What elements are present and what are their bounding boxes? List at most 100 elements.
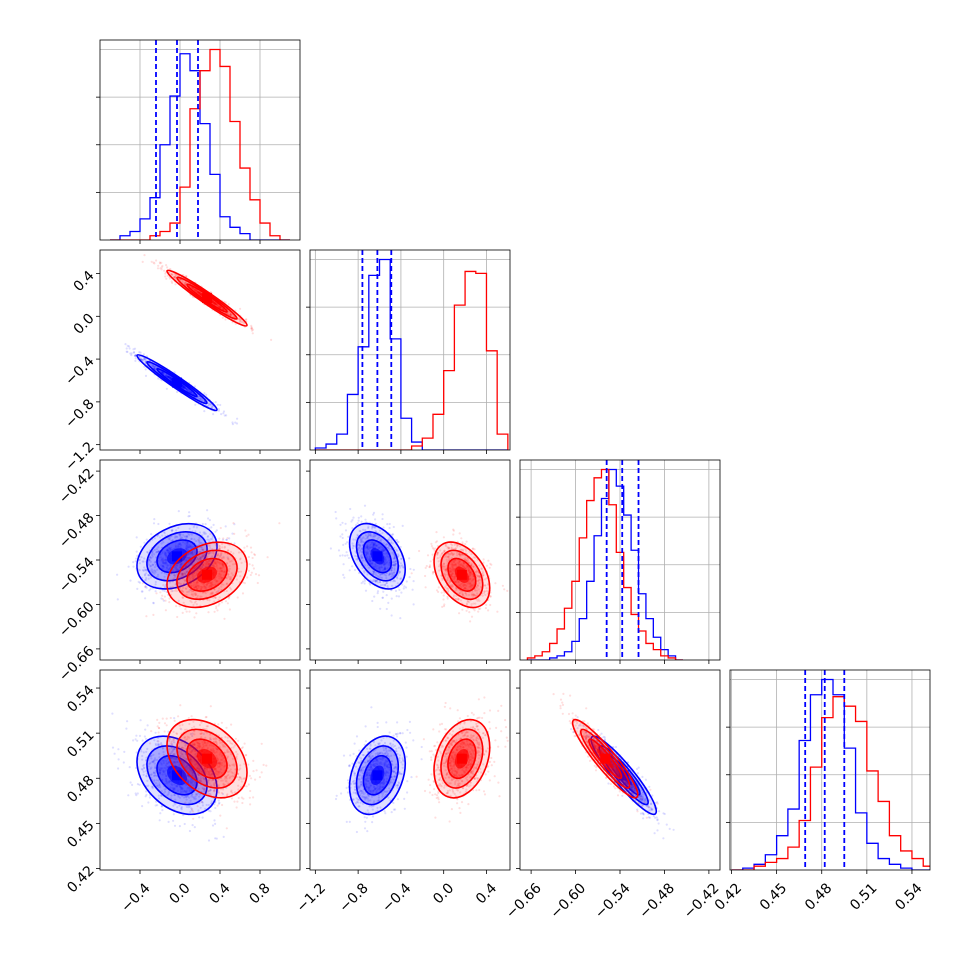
sample-point-blue xyxy=(381,596,384,599)
sample-point-blue xyxy=(147,801,150,804)
sample-point-red xyxy=(451,585,454,588)
sample-point-red xyxy=(215,607,218,610)
sample-point-red xyxy=(470,572,473,575)
sample-point-red xyxy=(227,575,230,578)
sample-point-blue xyxy=(165,374,168,377)
sample-point-blue xyxy=(155,551,158,554)
sample-point-blue xyxy=(400,557,403,561)
sample-point-blue xyxy=(185,570,188,573)
sample-point-red xyxy=(182,596,185,599)
sample-point-blue xyxy=(182,574,185,577)
sample-point-blue xyxy=(163,562,166,565)
sample-point-blue xyxy=(161,371,164,374)
sample-point-red xyxy=(228,576,231,579)
sample-point-blue xyxy=(136,554,139,558)
sample-point-blue xyxy=(201,566,204,569)
sample-point-red xyxy=(181,572,185,575)
sample-point-blue xyxy=(148,556,152,559)
sample-point-red xyxy=(448,557,451,560)
sample-point-red xyxy=(489,595,492,598)
sample-point-blue xyxy=(182,533,185,537)
sample-point-blue xyxy=(165,560,168,563)
sample-point-red xyxy=(450,574,453,578)
sample-point-blue xyxy=(368,560,371,563)
sample-point-red xyxy=(452,578,455,581)
sample-point-blue xyxy=(369,544,372,547)
sample-point-blue xyxy=(187,532,190,535)
sample-point-blue xyxy=(361,556,364,560)
sample-point-blue xyxy=(374,579,377,582)
sample-point-red xyxy=(189,579,192,582)
sample-point-red xyxy=(193,587,196,590)
sample-point-blue xyxy=(386,555,389,558)
sample-point-blue xyxy=(179,564,182,567)
sample-point-red xyxy=(484,607,487,610)
sample-point-red xyxy=(212,583,215,587)
sample-point-red xyxy=(193,288,196,291)
sample-point-blue xyxy=(360,557,363,560)
sample-point-red xyxy=(456,561,459,565)
sample-point-blue xyxy=(370,562,373,565)
sample-point-blue xyxy=(142,770,145,773)
sample-point-blue xyxy=(117,758,120,761)
sample-point-blue xyxy=(209,784,213,787)
sample-point-red xyxy=(251,556,254,560)
sample-point-red xyxy=(484,578,487,581)
sample-point-blue xyxy=(217,589,220,593)
sample-point-blue xyxy=(359,544,362,547)
sample-point-red xyxy=(213,560,216,564)
sample-point-blue xyxy=(201,555,205,558)
sample-point-blue xyxy=(165,551,168,555)
sample-point-red xyxy=(250,326,253,329)
sample-point-blue xyxy=(219,403,222,407)
sample-point-red xyxy=(205,583,208,586)
sample-point-blue xyxy=(352,545,355,548)
sample-point-blue xyxy=(400,557,403,560)
sample-point-blue xyxy=(364,529,367,532)
sample-point-blue xyxy=(95,326,97,328)
sample-point-red xyxy=(201,591,204,594)
sample-point-red xyxy=(193,574,196,578)
sample-point-red xyxy=(451,575,454,578)
sample-point-blue xyxy=(161,558,164,561)
sample-point-red xyxy=(228,567,231,570)
sample-point-blue xyxy=(393,555,396,558)
sample-point-blue xyxy=(360,553,363,556)
sample-point-blue xyxy=(141,739,144,742)
sample-point-blue xyxy=(142,353,145,356)
sample-point-blue xyxy=(210,406,213,409)
sample-point-red xyxy=(200,586,203,589)
sample-point-blue xyxy=(379,573,382,577)
sample-point-red xyxy=(250,327,254,330)
sample-point-red xyxy=(455,580,458,583)
sample-point-blue xyxy=(189,544,192,547)
sample-point-blue xyxy=(202,531,205,534)
sample-point-blue xyxy=(391,542,394,545)
sample-point-red xyxy=(195,289,198,292)
sample-point-blue xyxy=(163,561,167,564)
sample-point-blue xyxy=(147,784,150,787)
sample-point-red xyxy=(487,609,490,612)
sample-point-red xyxy=(478,578,481,581)
sample-point-blue xyxy=(198,779,202,782)
sample-point-blue xyxy=(412,580,415,583)
sample-point-blue xyxy=(351,527,354,530)
sample-point-blue xyxy=(201,400,205,403)
sample-point-red xyxy=(450,568,453,571)
sample-point-red xyxy=(450,570,453,574)
sample-point-blue xyxy=(381,583,385,586)
sample-point-red xyxy=(207,563,210,566)
sample-point-red xyxy=(176,615,179,619)
sample-point-red xyxy=(184,283,187,286)
sample-point-blue xyxy=(395,548,398,551)
sample-point-blue xyxy=(162,769,165,772)
sample-point-blue xyxy=(163,530,166,534)
sample-point-blue xyxy=(383,560,386,563)
sample-point-blue xyxy=(190,537,193,540)
sample-point-blue xyxy=(369,560,372,563)
sample-point-red xyxy=(461,594,465,597)
sample-point-red xyxy=(247,555,250,559)
sample-point-red xyxy=(462,565,465,568)
sample-point-red xyxy=(185,274,188,278)
sample-point-blue xyxy=(142,763,145,766)
